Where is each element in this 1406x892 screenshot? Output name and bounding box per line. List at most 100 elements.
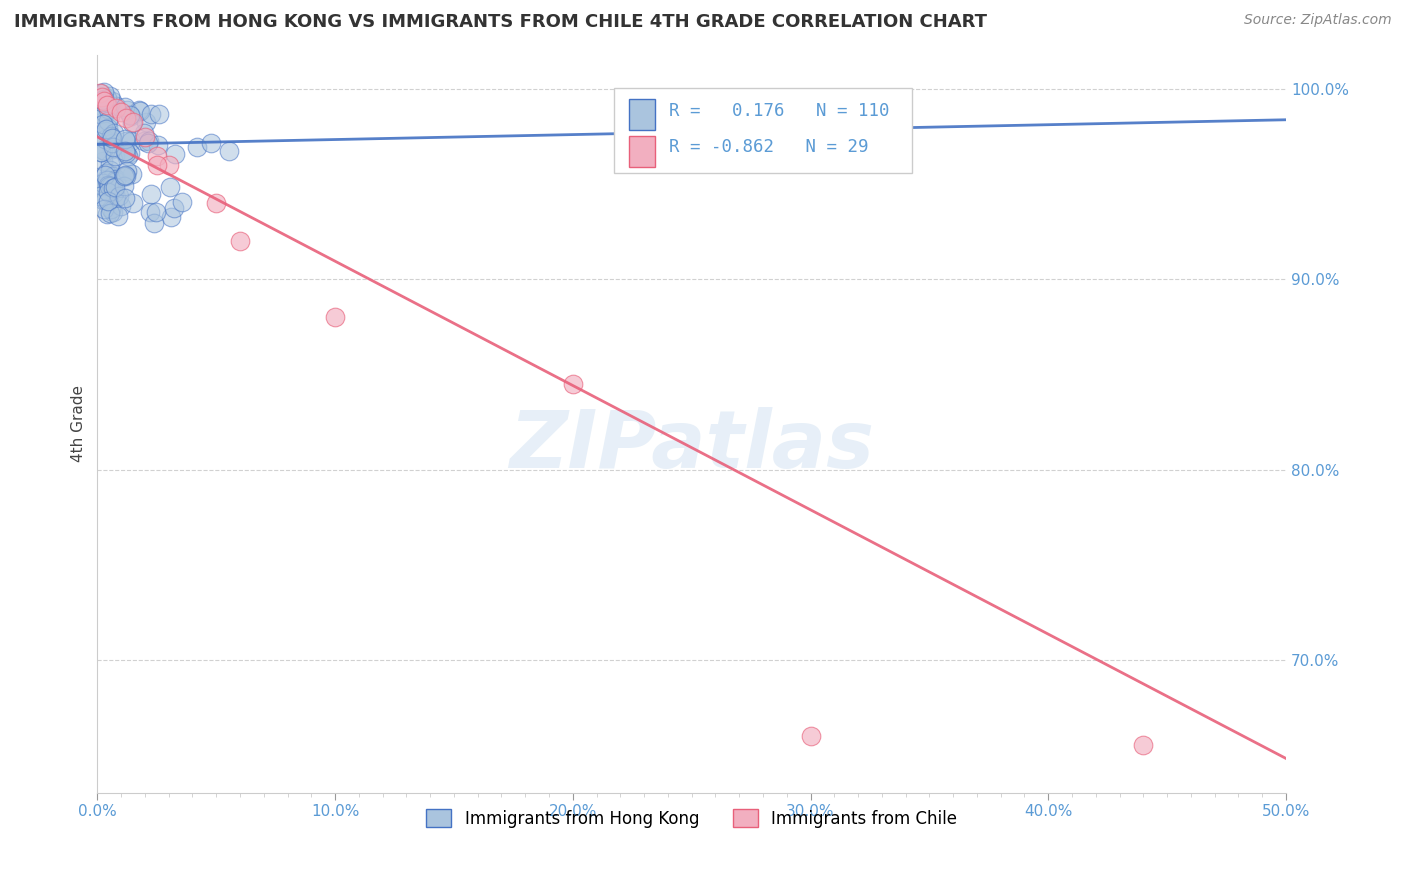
Point	[98, 163, 121, 178]
Y-axis label: 4th Grade: 4th Grade	[72, 385, 86, 462]
Point	[101, 130, 124, 145]
Point	[89, 188, 111, 202]
Text: IMMIGRANTS FROM HONG KONG VS IMMIGRANTS FROM CHILE 4TH GRADE CORRELATION CHART: IMMIGRANTS FROM HONG KONG VS IMMIGRANTS …	[14, 13, 987, 31]
Point	[93, 92, 115, 106]
Point	[114, 132, 136, 146]
Point	[97, 178, 120, 193]
Point	[94, 171, 117, 186]
Point	[229, 235, 252, 249]
Point	[799, 729, 821, 743]
Point	[97, 114, 120, 128]
Point	[170, 194, 193, 209]
Point	[91, 99, 114, 113]
Point	[101, 204, 124, 219]
Point	[98, 157, 121, 171]
Point	[117, 103, 139, 118]
Point	[141, 107, 163, 121]
Point	[100, 202, 122, 217]
FancyBboxPatch shape	[628, 136, 655, 167]
Point	[101, 169, 124, 183]
Point	[122, 114, 145, 128]
Point	[104, 99, 127, 113]
Point	[323, 310, 346, 325]
Point	[115, 169, 138, 184]
Point	[115, 134, 138, 148]
Point	[132, 134, 155, 148]
Point	[91, 90, 114, 104]
Point	[218, 145, 240, 159]
Point	[89, 106, 111, 120]
Point	[115, 164, 138, 178]
Point	[118, 146, 141, 161]
Point	[186, 140, 208, 154]
Point	[91, 179, 114, 194]
Point	[142, 216, 165, 230]
Point	[96, 207, 118, 221]
Point	[112, 169, 135, 184]
Point	[101, 181, 124, 195]
Point	[90, 145, 112, 159]
Text: ZIPatlas: ZIPatlas	[509, 407, 875, 485]
Point	[96, 97, 118, 112]
Text: Source: ZipAtlas.com: Source: ZipAtlas.com	[1244, 13, 1392, 28]
Point	[91, 176, 114, 190]
Point	[93, 86, 115, 100]
Point	[117, 149, 139, 163]
Point	[138, 134, 160, 148]
Point	[94, 132, 117, 146]
Point	[107, 210, 129, 224]
Point	[146, 149, 169, 163]
Point	[98, 89, 121, 103]
Point	[121, 116, 143, 130]
Point	[100, 206, 122, 220]
Point	[100, 128, 122, 143]
Point	[101, 94, 124, 108]
Point	[98, 98, 121, 112]
Point	[96, 91, 118, 105]
Point	[163, 202, 186, 216]
Text: R =   0.176   N = 110: R = 0.176 N = 110	[669, 102, 890, 120]
Point	[101, 136, 124, 150]
Point	[114, 192, 136, 206]
Point	[103, 126, 125, 140]
Point	[120, 135, 142, 149]
Point	[135, 114, 157, 128]
Point	[105, 101, 128, 115]
Point	[139, 205, 162, 219]
Point	[136, 136, 159, 150]
FancyBboxPatch shape	[614, 88, 911, 173]
Point	[96, 122, 118, 136]
Point	[108, 188, 131, 202]
Point	[148, 107, 170, 121]
Point	[103, 169, 125, 184]
Point	[91, 194, 114, 208]
Point	[114, 168, 136, 182]
Point	[104, 174, 127, 188]
Point	[148, 137, 170, 152]
Point	[96, 173, 118, 187]
Point	[93, 193, 115, 207]
Point	[561, 376, 583, 391]
Point	[93, 202, 115, 216]
Text: R = -0.862   N = 29: R = -0.862 N = 29	[669, 138, 869, 156]
Point	[104, 149, 127, 163]
Point	[104, 172, 127, 186]
Point	[146, 158, 169, 172]
Point	[112, 179, 135, 194]
Point	[145, 205, 167, 219]
Point	[97, 185, 120, 199]
Point	[120, 109, 142, 123]
Point	[94, 168, 117, 182]
Point	[114, 100, 136, 114]
Point	[159, 180, 181, 194]
Point	[90, 107, 112, 121]
Point	[94, 106, 117, 120]
Point	[97, 194, 120, 208]
Point	[90, 145, 112, 160]
Point	[94, 124, 117, 138]
Point	[114, 144, 136, 158]
Point	[121, 196, 143, 211]
Point	[205, 196, 228, 211]
Point	[104, 189, 127, 203]
FancyBboxPatch shape	[628, 99, 655, 130]
